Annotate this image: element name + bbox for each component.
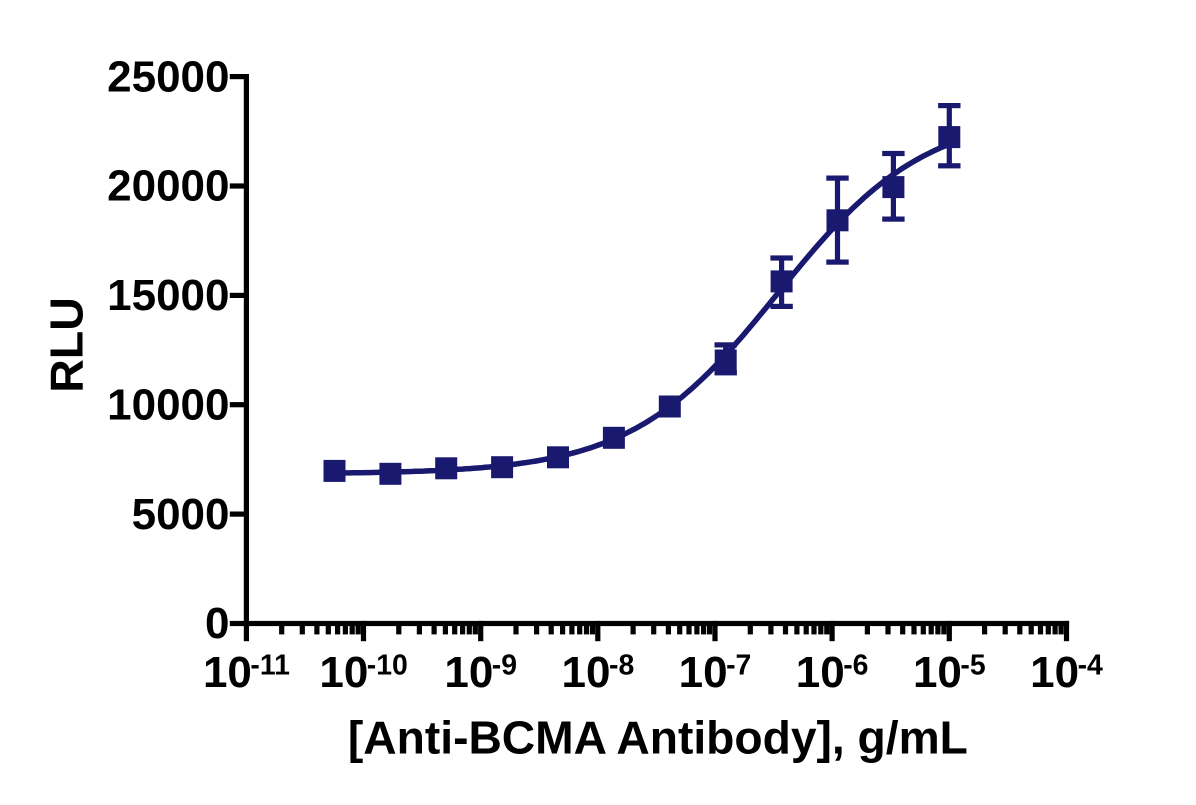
svg-text:5000: 5000 <box>132 490 230 539</box>
svg-text:10-9: 10-9 <box>444 648 517 697</box>
svg-text:10-5: 10-5 <box>913 648 986 697</box>
svg-text:15000: 15000 <box>107 271 229 320</box>
svg-text:10-4: 10-4 <box>1030 648 1103 697</box>
svg-text:[Anti-BCMA Antibody], g/mL: [Anti-BCMA Antibody], g/mL <box>348 712 968 764</box>
svg-text:10000: 10000 <box>107 380 229 429</box>
svg-text:0: 0 <box>205 599 229 648</box>
svg-text:20000: 20000 <box>107 162 229 211</box>
svg-text:25000: 25000 <box>107 52 229 101</box>
svg-text:RLU: RLU <box>40 297 92 393</box>
